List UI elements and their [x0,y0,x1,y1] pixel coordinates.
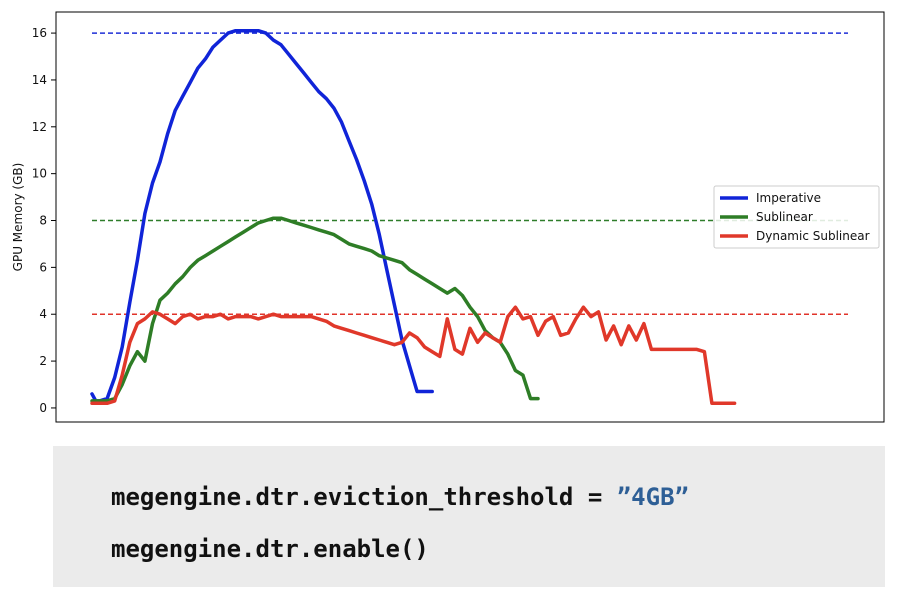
y-tick-label: 14 [32,73,47,87]
y-tick-label: 16 [32,26,47,40]
code-threshold-statement: megengine.dtr.eviction_threshold = [111,483,617,511]
y-tick-label: 10 [32,167,47,181]
memory-chart: 0 2 4 6 8 10 12 14 16 GPU Memory (GB) Imperative… [11,11,885,423]
chart-svg: 0 2 4 6 8 10 12 14 16 GPU Memory (GB) Imperative… [11,11,885,423]
threshold-lines [92,32,848,315]
code-threshold-value: ”4GB” [616,483,689,511]
y-axis-label: GPU Memory (GB) [11,163,25,272]
y-ticks: 0 2 4 6 8 10 12 14 16 [32,26,56,415]
code-line-threshold: megengine.dtr.eviction_threshold = ”4GB” [111,483,689,511]
legend-label: Imperative [756,191,821,205]
code-line-enable: megengine.dtr.enable() [111,535,429,563]
legend-label: Sublinear [756,210,813,224]
legend: Imperative Sublinear Dynamic Sublinear [713,185,880,249]
y-tick-label: 0 [39,401,47,415]
y-tick-label: 8 [39,214,47,228]
series-line-dynamic-sublinear [90,305,737,406]
series-line-imperative [90,28,434,403]
legend-label: Dynamic Sublinear [756,229,870,243]
y-tick-label: 12 [32,120,47,134]
series-lines [90,28,737,406]
y-tick-label: 2 [39,354,47,368]
series-line-sublinear [90,216,540,403]
legend-box [713,185,880,249]
code-panel: megengine.dtr.eviction_threshold = ”4GB”… [53,446,885,587]
y-tick-label: 4 [39,307,47,321]
y-tick-label: 6 [39,260,47,274]
plot-frame [55,11,885,423]
